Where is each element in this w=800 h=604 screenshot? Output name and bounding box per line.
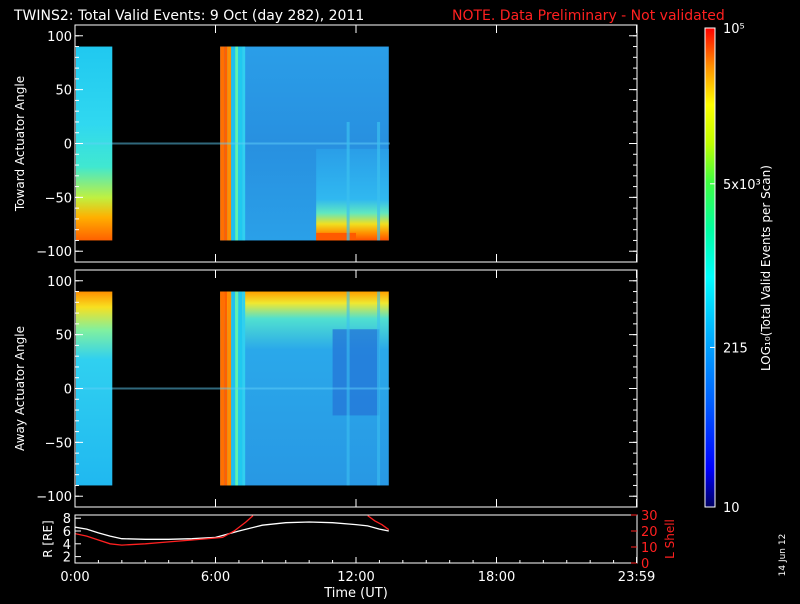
yaxis-ticks-bottom: 100 50 0 −50 −100 xyxy=(36,270,638,507)
ytick-label-right: 30 xyxy=(641,509,658,524)
ytick-label: 100 xyxy=(47,275,72,290)
heatmap-block-toward-lowfill xyxy=(316,232,356,241)
xtick-label: 23:59 xyxy=(618,570,655,585)
heatmap-block-toward-late xyxy=(316,148,389,241)
ytick-label: 50 xyxy=(55,84,72,99)
ytick-label: 0 xyxy=(64,383,72,398)
ytick-label: 0 xyxy=(64,138,72,153)
ytick-label-right: 0 xyxy=(641,557,649,572)
ytick-label: 50 xyxy=(55,329,72,344)
xlabel-time: Time (UT) xyxy=(323,586,388,600)
heatmap-toward xyxy=(76,46,390,241)
preliminary-note: NOTE. Data Preliminary - Not validated xyxy=(452,8,725,24)
xtick-label: 6:00 xyxy=(201,570,230,585)
ytick-label-left: 2 xyxy=(63,551,71,566)
heatmap-away xyxy=(76,291,390,486)
ytick-label: −100 xyxy=(36,245,72,260)
orbit-line-0 xyxy=(75,521,389,540)
ylabel-away: Away Actuator Angle xyxy=(13,326,27,451)
chart-title: TWINS2: Total Valid Events: 9 Oct (day 2… xyxy=(13,8,364,24)
heatmap-zero-row xyxy=(76,387,390,390)
ytick-label-right: 10 xyxy=(641,541,658,556)
colorbar-tick-label: 215 xyxy=(723,341,748,356)
ylabel-r: R [RE] xyxy=(41,520,55,557)
ytick-label: −50 xyxy=(45,436,72,451)
colorbar-gradient xyxy=(704,27,716,508)
heatmap-stripes-toward xyxy=(76,46,390,241)
ytick-label-left: 8 xyxy=(63,512,71,527)
panel-away-actuator-angle: 100 50 0 −50 −100 Away Actuator Angle xyxy=(13,269,638,508)
colorbar-label: LOG₁₀(Total Valid Events per Scan) xyxy=(759,165,773,371)
ytick-label: −100 xyxy=(36,490,72,505)
ytick-label-left: 4 xyxy=(63,538,71,553)
ytick-label: 100 xyxy=(47,30,72,45)
colorbar-tick-label: 5x10³ xyxy=(723,178,761,193)
xtick-label: 12:00 xyxy=(337,570,374,585)
xtick-label: 0:00 xyxy=(60,570,89,585)
heatmap-stripe xyxy=(346,121,350,241)
colorbar-ticks: 10 215 5x10³ 10⁵ xyxy=(710,22,761,516)
xtick-label: 18:00 xyxy=(478,570,515,585)
panel-toward-actuator-angle: 100 50 0 −50 −100 Toward Actuator Angle xyxy=(13,24,638,263)
ytick-label-left: 6 xyxy=(63,525,71,540)
heatmap-stripe xyxy=(377,291,381,486)
xaxis-ticks: 0:00 6:00 12:00 18:00 23:59 xyxy=(60,557,655,585)
yaxis-ticks-top: 100 50 0 −50 −100 xyxy=(36,25,638,262)
heatmap-low-region-away xyxy=(332,329,380,416)
heatmap-zero-row xyxy=(76,142,390,145)
heatmap-stripe xyxy=(346,291,350,486)
date-stamp: 14 Jun 12 xyxy=(778,534,788,577)
colorbar-tick-label: 10⁵ xyxy=(723,22,745,37)
colorbar-tick-label: 10 xyxy=(723,501,740,516)
orbit-series xyxy=(75,515,390,546)
heatmap-stripe xyxy=(377,121,381,241)
ylabel-l-shell: L Shell xyxy=(663,519,677,559)
ytick-label: −50 xyxy=(45,191,72,206)
orbit-line-1 xyxy=(75,515,254,546)
heatmap-stripes-away xyxy=(76,291,390,486)
ytick-label-right: 20 xyxy=(641,525,658,540)
orbit-line-2 xyxy=(367,515,390,531)
colorbar: 10 215 5x10³ 10⁵ LOG₁₀(Total Valid Events p… xyxy=(704,22,773,516)
ylabel-toward: Toward Actuator Angle xyxy=(13,76,27,212)
